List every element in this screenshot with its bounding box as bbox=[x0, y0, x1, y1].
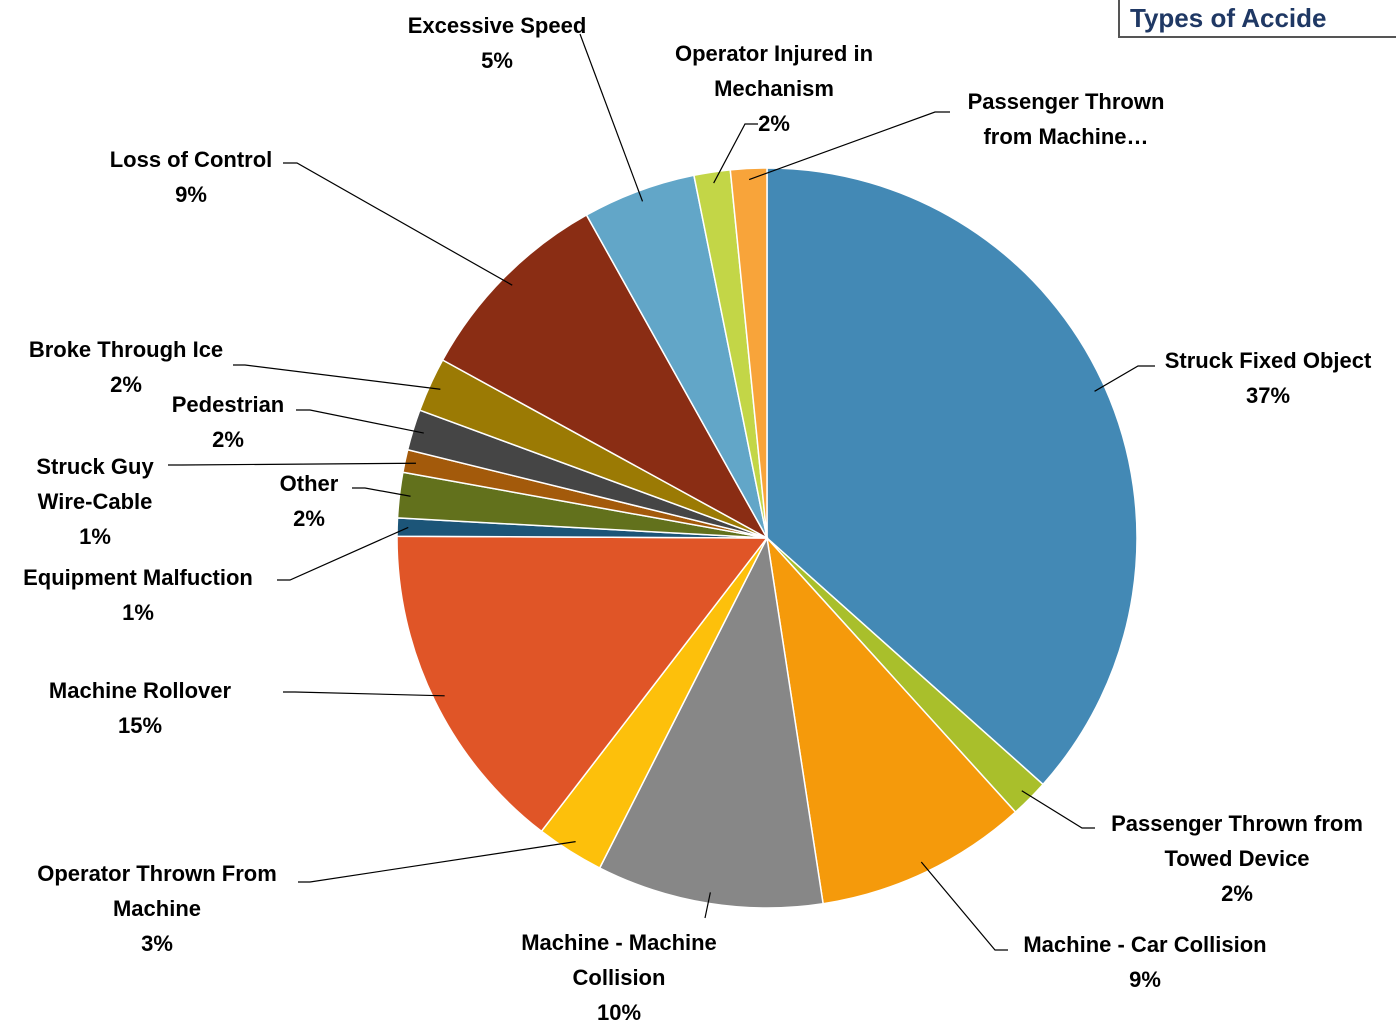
chart-title: Types of Accide bbox=[1118, 0, 1396, 38]
slice-label: Pedestrian 2% bbox=[153, 387, 303, 457]
value-label: 2% bbox=[1221, 881, 1253, 906]
value-label: 3% bbox=[141, 931, 173, 956]
value-label: 9% bbox=[175, 182, 207, 207]
category-label: Passenger Thrown from Towed Device bbox=[1111, 811, 1363, 871]
slice-label: Equipment Malfuction 1% bbox=[0, 560, 278, 630]
leader-line bbox=[704, 892, 711, 919]
pie-slice bbox=[729, 167, 768, 539]
leader-line bbox=[920, 861, 1008, 951]
leader-line bbox=[579, 33, 644, 202]
slice-label: Machine - Machine Collision 10% bbox=[499, 925, 739, 1022]
slice-label: Struck Fixed Object 37% bbox=[1148, 343, 1388, 413]
slice-label: Operator Thrown From Machine 3% bbox=[12, 856, 302, 961]
slice-label: Passenger Thrown from Machine… bbox=[951, 84, 1181, 154]
leader-line bbox=[1094, 365, 1155, 392]
slice-label: Machine - Car Collision 9% bbox=[1000, 927, 1290, 997]
category-label: Other bbox=[279, 471, 339, 496]
category-label: Struck Guy Wire-Cable bbox=[36, 454, 154, 514]
value-label: 9% bbox=[1129, 967, 1161, 992]
category-label: Machine Rollover bbox=[48, 678, 232, 703]
value-label: 10% bbox=[596, 1000, 642, 1022]
leader-line bbox=[352, 487, 411, 497]
slice-label: Struck Guy Wire-Cable 1% bbox=[25, 449, 165, 554]
leader-line bbox=[713, 123, 758, 184]
slice-label: Operator Injured in Mechanism 2% bbox=[654, 36, 894, 141]
slice-label: Machine Rollover 15% bbox=[30, 673, 250, 743]
pie-slice bbox=[765, 535, 1017, 905]
pie-slice bbox=[396, 535, 769, 833]
value-label: 2% bbox=[758, 111, 790, 136]
leader-line bbox=[283, 691, 445, 697]
value-label: 2% bbox=[110, 372, 142, 397]
category-label: Equipment Malfuction bbox=[23, 565, 253, 590]
slice-label: Other 2% bbox=[269, 466, 349, 536]
leader-line bbox=[298, 841, 576, 883]
category-label: Machine - Machine Collision bbox=[521, 930, 717, 990]
value-label: 5% bbox=[481, 48, 513, 73]
pie-slice bbox=[766, 167, 1138, 786]
value-label: 1% bbox=[122, 600, 154, 625]
slice-label: Excessive Speed 5% bbox=[397, 8, 597, 78]
category-label: Loss of Control bbox=[109, 147, 273, 172]
value-label: 2% bbox=[293, 506, 325, 531]
leader-line bbox=[168, 462, 416, 466]
leader-line bbox=[748, 111, 950, 181]
leader-line bbox=[283, 162, 513, 286]
category-label: Operator Injured in Mechanism bbox=[674, 41, 874, 101]
leader-line bbox=[233, 364, 441, 390]
category-label: Machine - Car Collision bbox=[1023, 932, 1267, 957]
category-label: Operator Thrown From Machine bbox=[37, 861, 277, 921]
leader-line bbox=[296, 409, 424, 434]
value-label: 1% bbox=[79, 524, 111, 549]
slice-label: Loss of Control 9% bbox=[91, 142, 291, 212]
category-label: Struck Fixed Object bbox=[1164, 348, 1372, 373]
category-label: Passenger Thrown from Machine… bbox=[967, 89, 1165, 149]
value-label: 15% bbox=[117, 713, 163, 738]
category-label: Pedestrian bbox=[171, 392, 285, 417]
category-label: Broke Through Ice bbox=[28, 337, 224, 362]
leader-line bbox=[1021, 790, 1095, 829]
pie-slice bbox=[441, 213, 769, 540]
category-label: Excessive Speed bbox=[407, 13, 587, 38]
value-label: 2% bbox=[212, 427, 244, 452]
slice-label: Broke Through Ice 2% bbox=[11, 332, 241, 402]
slice-label: Passenger Thrown from Towed Device 2% bbox=[1092, 806, 1382, 911]
leader-line bbox=[277, 526, 409, 581]
value-label: 37% bbox=[1245, 383, 1291, 408]
